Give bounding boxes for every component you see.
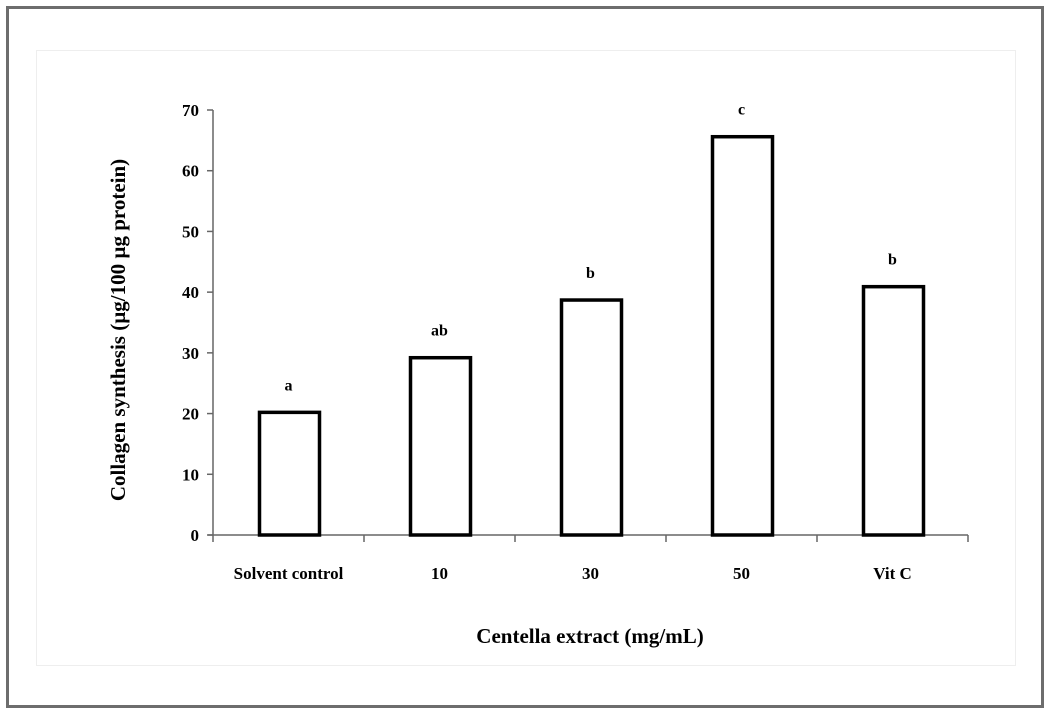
y-tick-label: 30: [182, 344, 199, 363]
y-tick-label: 70: [182, 101, 199, 120]
y-tick-label: 20: [182, 405, 199, 424]
x-axis-label: Centella extract (mg/mL): [476, 624, 703, 648]
x-tick-label: 50: [733, 564, 750, 583]
x-tick-label: Solvent control: [234, 564, 344, 583]
significance-letter: a: [285, 377, 293, 394]
y-tick-label: 50: [182, 222, 199, 241]
y-tick-label: 0: [191, 526, 200, 545]
x-tick-label: 30: [582, 564, 599, 583]
y-tick-label: 60: [182, 162, 199, 181]
x-tick-label: 10: [431, 564, 448, 583]
bar-vit-c: [861, 284, 926, 537]
bar-solvent-control: [257, 410, 322, 537]
x-tick-label: Vit C: [873, 564, 912, 583]
significance-letter: b: [888, 252, 897, 269]
significance-letter: b: [586, 265, 595, 282]
significance-letter: c: [738, 102, 745, 119]
y-tick-label: 10: [182, 465, 199, 484]
y-tick-label: 40: [182, 283, 199, 302]
bar-30: [559, 298, 624, 537]
bar-50: [710, 134, 775, 537]
significance-letter: ab: [431, 323, 448, 340]
plot-area-border: [36, 50, 1016, 666]
y-axis-label: Collagen synthesis (µg/100 µg protein): [106, 159, 130, 501]
bar-10: [408, 355, 473, 537]
